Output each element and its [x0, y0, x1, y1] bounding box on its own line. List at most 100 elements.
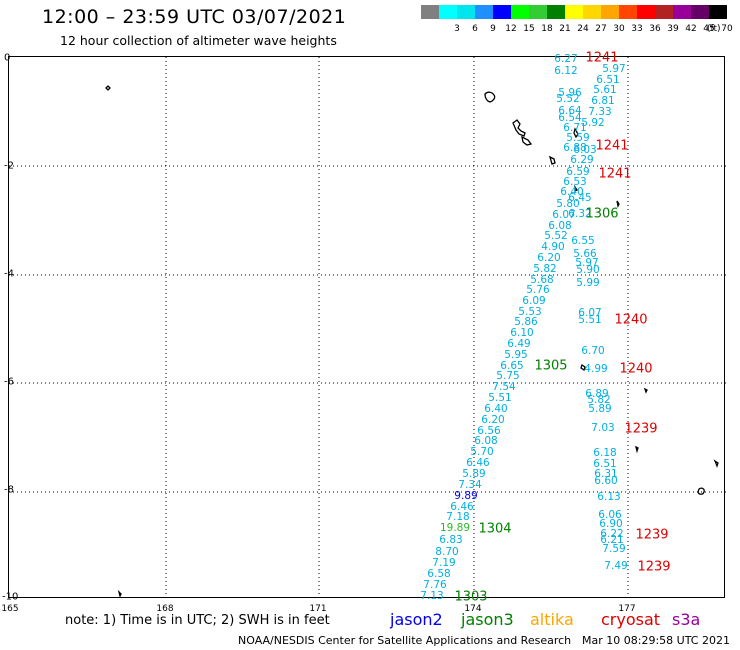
- wave-height-value: 5.70: [470, 445, 494, 458]
- wave-height-value: 6.51: [596, 73, 620, 86]
- legend-swatch: [709, 5, 727, 19]
- wave-height-value: 5.66: [573, 247, 597, 260]
- wave-height-value: 6.71: [563, 121, 587, 134]
- legend-swatch: [619, 5, 637, 19]
- lon-label: 165: [1, 604, 19, 614]
- wave-height-value: 6.45: [568, 191, 592, 204]
- island: [117, 589, 122, 598]
- wave-height-value: 6.58: [427, 567, 451, 580]
- satellite-altika: altika: [530, 610, 574, 629]
- wave-height-value: 5.97: [602, 62, 626, 75]
- wave-height-value: 6.55: [571, 234, 595, 247]
- wave-height-value: 5.89: [588, 402, 612, 415]
- wave-height-value: 5.96: [558, 86, 582, 99]
- wave-height-value: 5.52: [556, 92, 580, 105]
- legend-label: 70: [721, 24, 733, 34]
- island: [574, 184, 578, 193]
- wave-height-value: 6.56: [477, 424, 501, 437]
- island: [635, 445, 639, 454]
- wave-height-value: 6.49: [507, 337, 531, 350]
- wave-height-value: 6.08: [548, 219, 572, 232]
- legend-swatch: [601, 5, 619, 19]
- wave-height-value: 6.89: [585, 387, 609, 400]
- legend-label: 33: [631, 24, 643, 34]
- credit-line: NOAA/NESDIS Center for Satellite Applica…: [238, 634, 572, 647]
- wave-height-value: 6.59: [566, 165, 590, 178]
- wave-height-value: 6.31: [594, 467, 618, 480]
- wave-height-value: 6.09: [522, 294, 546, 307]
- legend-swatch: [511, 5, 529, 19]
- island: [697, 487, 705, 495]
- wave-height-value: 4.99: [584, 362, 608, 375]
- wave-height-value: 7.49: [604, 559, 628, 572]
- wave-height-value: 6.81: [591, 94, 615, 107]
- wave-height-value: 6.51: [593, 457, 617, 470]
- map-area[interactable]: 6.27 6.12 5.97 6.51 5.61 6.81 5.96 5.52 7.33 6.64…: [8, 52, 726, 604]
- legend-label: 30: [613, 24, 625, 34]
- island: [616, 200, 620, 208]
- wave-height-value: 9.89: [454, 489, 478, 502]
- wave-height-value: 6.18: [593, 446, 617, 459]
- wave-height-value: 7.13: [420, 589, 444, 602]
- pass-time-label: 1239: [635, 527, 669, 543]
- wave-height-value: 6.46: [450, 500, 474, 513]
- legend-swatch: [637, 5, 655, 19]
- lat-label: -2: [4, 160, 14, 172]
- wave-height-value: 6.10: [510, 326, 534, 339]
- wave-height-value: 6.27: [554, 52, 578, 65]
- wave-height-value: 7.34: [458, 478, 482, 491]
- legend-label: 27: [595, 24, 607, 34]
- wave-height-value: 7.18: [446, 510, 470, 523]
- map-canvas: [9, 57, 726, 599]
- legend-label: 42: [685, 24, 697, 34]
- lat-label: -4: [4, 268, 14, 280]
- lon-label: 171: [309, 604, 327, 614]
- legend-swatch: [547, 5, 565, 19]
- legend-swatch: [583, 5, 601, 19]
- legend-label: 45: [703, 24, 715, 34]
- wave-height-value: 7.76: [423, 578, 447, 591]
- wave-height-value: 5.90: [576, 263, 600, 276]
- wave-height-value: 7.19: [432, 556, 456, 569]
- pass-time-label: 1240: [619, 361, 653, 377]
- pass-time-label: 1304: [478, 521, 512, 537]
- wave-height-value: 7.59: [602, 542, 626, 555]
- wave-height-value: 6.22: [600, 527, 624, 540]
- island: [521, 135, 533, 146]
- wave-height-value: 5.76: [526, 283, 550, 296]
- legend-label: 12: [505, 24, 517, 34]
- wave-height-value: 6.06: [598, 508, 622, 521]
- pass-time-label: 1239: [637, 559, 671, 575]
- legend-swatch: [565, 5, 583, 19]
- legend-label: 6: [472, 24, 478, 34]
- wave-height-value: 7.03: [591, 421, 615, 434]
- pass-time-label: 1241: [585, 50, 619, 66]
- wave-height-value: 19.89: [439, 521, 471, 534]
- island: [713, 459, 719, 468]
- legend-label: 36: [649, 24, 661, 34]
- legend-swatch: [691, 5, 709, 19]
- legend-label: 3: [454, 24, 460, 34]
- wave-height-value: 6.90: [599, 517, 623, 530]
- wave-height-value: 5.82: [533, 262, 557, 275]
- legend-swatch: [475, 5, 493, 19]
- wave-height-value: 5.53: [518, 305, 542, 318]
- wave-height-value: 6.07: [578, 306, 602, 319]
- lon-label: 177: [618, 604, 636, 614]
- legend-swatch: [529, 5, 547, 19]
- wave-height-value: 8.70: [435, 545, 459, 558]
- legend-swatch: [655, 5, 673, 19]
- wave-height-value: 6.40: [560, 185, 584, 198]
- wave-height-value: 6.64: [558, 104, 582, 117]
- wave-height-value: 5.51: [578, 313, 602, 326]
- footnote: note: 1) Time is in UTC; 2) SWH is in fe…: [65, 613, 330, 628]
- island: [573, 127, 579, 139]
- wave-height-value: 5.89: [462, 467, 486, 480]
- legend-label: 24: [577, 24, 589, 34]
- wave-height-value: 6.70: [581, 344, 605, 357]
- legend-label: 21: [559, 24, 571, 34]
- wave-height-value: 6.53: [563, 175, 587, 188]
- pass-time-label: 1239: [624, 421, 658, 437]
- lon-label: 168: [156, 604, 174, 614]
- pass-time-label: 1241: [598, 166, 632, 182]
